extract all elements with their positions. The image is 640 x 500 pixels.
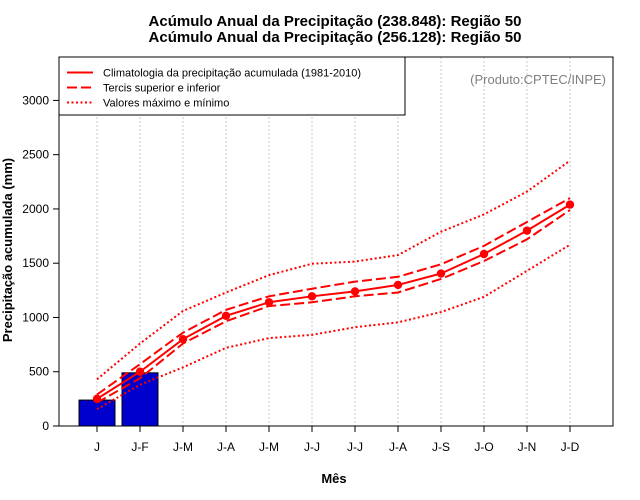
legend-box bbox=[58, 56, 406, 116]
x-axis: J J-F J-M J-A J-M J-J J-J J-A J-S J-O J-N J-D bbox=[94, 426, 580, 454]
y-tick-label: 2500 bbox=[22, 148, 49, 162]
data-point bbox=[436, 269, 446, 278]
bar bbox=[78, 399, 116, 427]
x-tick-label: J-A bbox=[389, 440, 407, 454]
data-point bbox=[393, 280, 403, 290]
credit-text: (Produto:CPTEC/INPE) bbox=[470, 72, 606, 87]
x-tick-label: J-N bbox=[518, 440, 537, 454]
legend-tercis: Tercis superior e inferior bbox=[103, 83, 221, 95]
x-tick-label: J-S bbox=[432, 440, 450, 454]
data-point bbox=[522, 226, 532, 235]
series-line bbox=[96, 209, 571, 404]
y-tick-label: 2000 bbox=[22, 202, 49, 216]
x-tick-label: J-D bbox=[561, 440, 580, 454]
y-tick-label: 0 bbox=[42, 419, 49, 433]
x-tick-label: J bbox=[94, 440, 100, 454]
bar bbox=[121, 372, 159, 427]
legend-climatologia: Climatologia da precipitação acumulada (… bbox=[103, 68, 361, 80]
data-point bbox=[565, 200, 575, 209]
y-tick-label: 1000 bbox=[22, 310, 49, 324]
series-line bbox=[96, 197, 571, 396]
x-tick-label: J-F bbox=[131, 440, 148, 454]
y-tick-label: 3000 bbox=[22, 93, 49, 107]
data-point bbox=[178, 334, 188, 344]
data-point bbox=[350, 287, 360, 296]
x-axis-label: Mês bbox=[321, 471, 346, 486]
y-tick-label: 1500 bbox=[22, 256, 49, 270]
data-point bbox=[307, 292, 317, 301]
y-axis: 0 500 1000 1500 2000 2500 3000 bbox=[22, 93, 59, 433]
data-point bbox=[135, 367, 145, 376]
y-tick-label: 500 bbox=[29, 365, 49, 379]
y-axis-label: Precipitação acumulada (mm) bbox=[0, 158, 15, 342]
line-group bbox=[96, 159, 571, 411]
series-line bbox=[96, 243, 571, 411]
data-point bbox=[264, 298, 274, 307]
legend-extremos: Valores máximo e mínimo bbox=[103, 98, 229, 110]
vertical-grid bbox=[96, 57, 571, 426]
x-tick-label: J-A bbox=[217, 440, 235, 454]
chart-title-2: Acúmulo Anual da Precipitação (256.128):… bbox=[149, 29, 522, 46]
legend: Climatologia da precipitação acumulada (… bbox=[58, 56, 406, 116]
x-tick-label: J-M bbox=[259, 440, 279, 454]
series-line bbox=[96, 203, 571, 400]
series-line bbox=[96, 159, 571, 381]
marker-group bbox=[92, 200, 575, 404]
data-point bbox=[92, 394, 102, 404]
x-tick-label: J-O bbox=[474, 440, 493, 454]
x-tick-label: J-J bbox=[347, 440, 363, 454]
bar-group bbox=[78, 372, 159, 427]
chart-title-1: Acúmulo Anual da Precipitação (238.848):… bbox=[149, 13, 522, 30]
x-tick-label: J-M bbox=[173, 440, 193, 454]
data-point bbox=[221, 311, 231, 321]
x-tick-label: J-J bbox=[304, 440, 320, 454]
data-point bbox=[479, 249, 489, 259]
